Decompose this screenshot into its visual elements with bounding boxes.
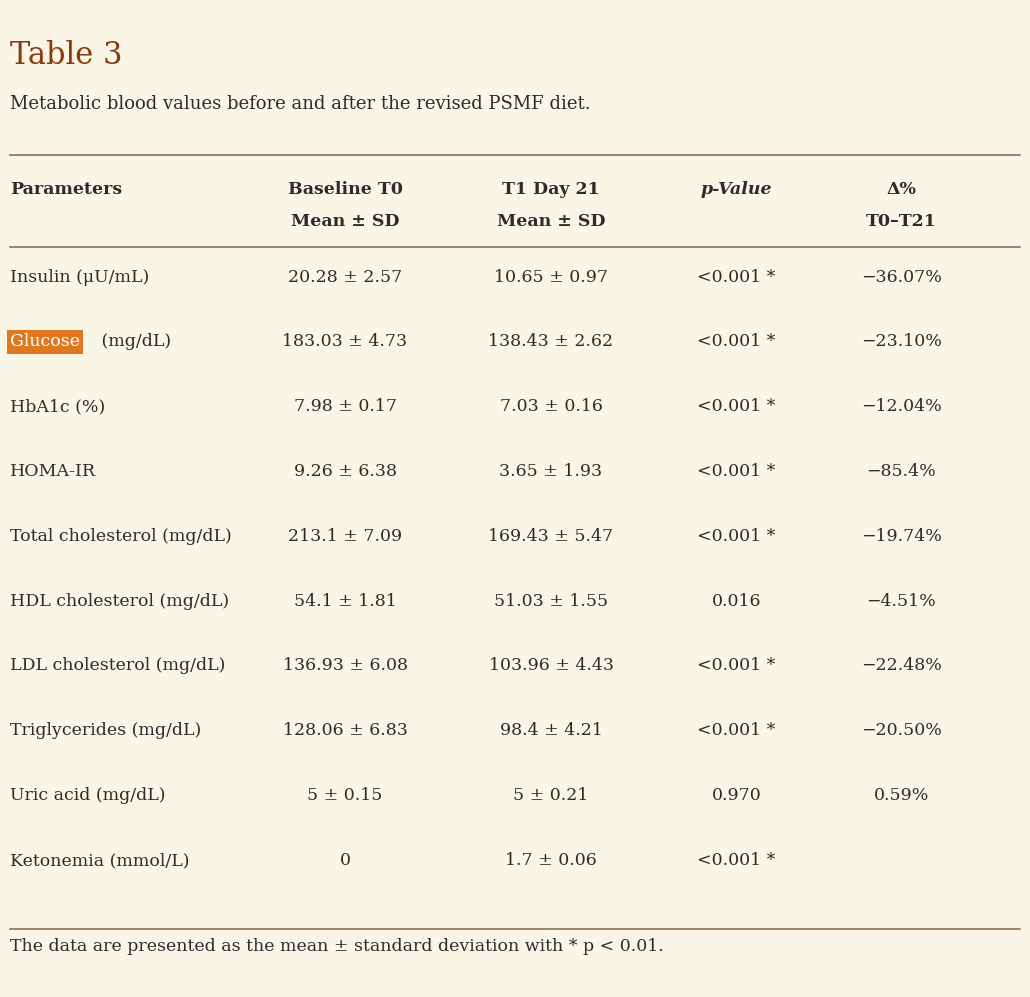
Text: T1 Day 21: T1 Day 21: [503, 181, 599, 198]
Text: <0.001 *: <0.001 *: [697, 657, 776, 675]
Text: 103.96 ± 4.43: 103.96 ± 4.43: [488, 657, 614, 675]
Text: 136.93 ± 6.08: 136.93 ± 6.08: [282, 657, 408, 675]
Text: 1.7 ± 0.06: 1.7 ± 0.06: [505, 851, 597, 869]
Text: Parameters: Parameters: [10, 181, 123, 198]
Text: (mg/dL): (mg/dL): [96, 333, 171, 351]
Text: Total cholesterol (mg/dL): Total cholesterol (mg/dL): [10, 527, 232, 545]
Text: 7.98 ± 0.17: 7.98 ± 0.17: [294, 398, 397, 416]
Text: 10.65 ± 0.97: 10.65 ± 0.97: [494, 268, 608, 286]
Text: <0.001 *: <0.001 *: [697, 333, 776, 351]
Text: HDL cholesterol (mg/dL): HDL cholesterol (mg/dL): [10, 592, 230, 610]
Text: <0.001 *: <0.001 *: [697, 268, 776, 286]
Text: Table 3: Table 3: [10, 40, 123, 71]
Text: 98.4 ± 4.21: 98.4 ± 4.21: [500, 722, 603, 740]
Text: 5 ± 0.15: 5 ± 0.15: [307, 787, 383, 805]
Text: Glucose: Glucose: [10, 333, 80, 351]
Text: Uric acid (mg/dL): Uric acid (mg/dL): [10, 787, 166, 805]
Text: <0.001 *: <0.001 *: [697, 527, 776, 545]
Text: Δ%: Δ%: [886, 181, 917, 198]
Text: 0.59%: 0.59%: [873, 787, 929, 805]
Text: Mean ± SD: Mean ± SD: [290, 213, 400, 230]
Text: <0.001 *: <0.001 *: [697, 722, 776, 740]
Text: −22.48%: −22.48%: [861, 657, 941, 675]
Text: 20.28 ± 2.57: 20.28 ± 2.57: [288, 268, 402, 286]
Text: 183.03 ± 4.73: 183.03 ± 4.73: [282, 333, 408, 351]
Text: HbA1c (%): HbA1c (%): [10, 398, 105, 416]
Text: 128.06 ± 6.83: 128.06 ± 6.83: [282, 722, 408, 740]
Text: 169.43 ± 5.47: 169.43 ± 5.47: [488, 527, 614, 545]
Text: 7.03 ± 0.16: 7.03 ± 0.16: [500, 398, 603, 416]
Text: −20.50%: −20.50%: [861, 722, 941, 740]
Text: −4.51%: −4.51%: [866, 592, 936, 610]
Text: 54.1 ± 1.81: 54.1 ± 1.81: [294, 592, 397, 610]
Text: −12.04%: −12.04%: [861, 398, 941, 416]
Text: 138.43 ± 2.62: 138.43 ± 2.62: [488, 333, 614, 351]
Text: p-Value: p-Value: [700, 181, 772, 198]
Text: LDL cholesterol (mg/dL): LDL cholesterol (mg/dL): [10, 657, 226, 675]
Text: 3.65 ± 1.93: 3.65 ± 1.93: [500, 463, 603, 481]
Text: 213.1 ± 7.09: 213.1 ± 7.09: [288, 527, 402, 545]
Text: 51.03 ± 1.55: 51.03 ± 1.55: [494, 592, 608, 610]
Text: <0.001 *: <0.001 *: [697, 851, 776, 869]
Text: −85.4%: −85.4%: [866, 463, 936, 481]
Text: 0: 0: [340, 851, 350, 869]
Text: Triglycerides (mg/dL): Triglycerides (mg/dL): [10, 722, 202, 740]
Text: Ketonemia (mmol/L): Ketonemia (mmol/L): [10, 851, 190, 869]
Text: 0.016: 0.016: [712, 592, 761, 610]
Text: 5 ± 0.21: 5 ± 0.21: [513, 787, 589, 805]
Text: −19.74%: −19.74%: [861, 527, 941, 545]
Text: −23.10%: −23.10%: [861, 333, 941, 351]
Text: Mean ± SD: Mean ± SD: [496, 213, 606, 230]
Text: Insulin (μU/mL): Insulin (μU/mL): [10, 268, 149, 286]
Text: The data are presented as the mean ± standard deviation with * p < 0.01.: The data are presented as the mean ± sta…: [10, 938, 664, 955]
Text: <0.001 *: <0.001 *: [697, 398, 776, 416]
Text: HOMA-IR: HOMA-IR: [10, 463, 97, 481]
Text: T0–T21: T0–T21: [866, 213, 936, 230]
Text: Baseline T0: Baseline T0: [287, 181, 403, 198]
Text: 0.970: 0.970: [712, 787, 761, 805]
Text: −36.07%: −36.07%: [861, 268, 941, 286]
Text: 9.26 ± 6.38: 9.26 ± 6.38: [294, 463, 397, 481]
Text: <0.001 *: <0.001 *: [697, 463, 776, 481]
Text: Metabolic blood values before and after the revised PSMF diet.: Metabolic blood values before and after …: [10, 95, 591, 113]
